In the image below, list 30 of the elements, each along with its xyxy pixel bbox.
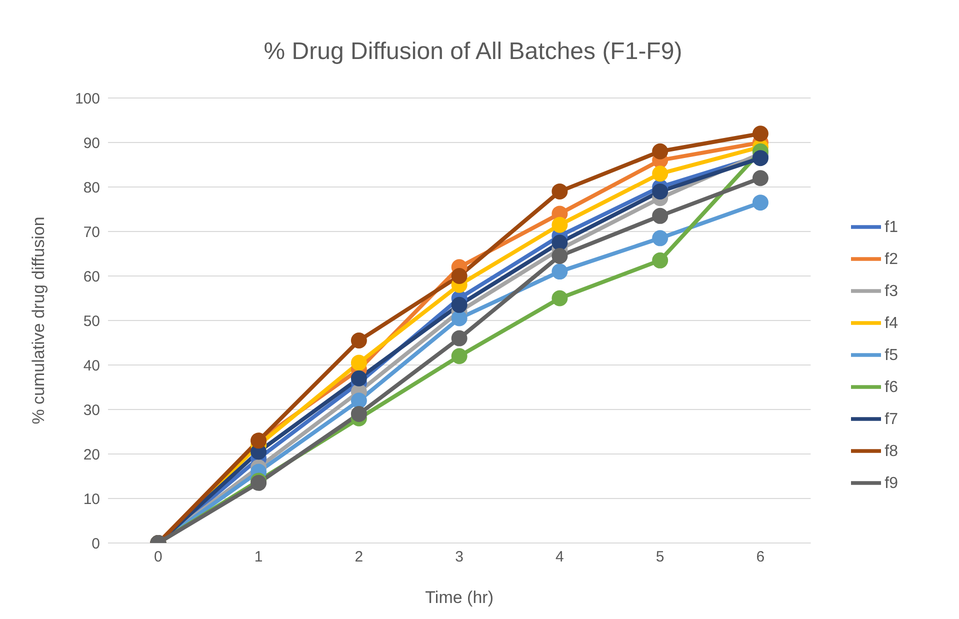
x-tick-label: 2 — [354, 548, 364, 566]
y-tick-label: 60 — [83, 268, 100, 286]
x-tick-label: 0 — [154, 548, 162, 566]
y-tick-label: 50 — [83, 312, 100, 330]
y-tick-label: 70 — [83, 224, 100, 241]
y-tick-label: 40 — [83, 357, 100, 374]
x-tick-label: 4 — [556, 548, 564, 566]
legend-label: f7 — [884, 410, 898, 428]
x-tick-label: 6 — [756, 548, 765, 566]
legend-label: f9 — [884, 474, 898, 492]
y-tick-label: 20 — [83, 446, 100, 464]
y-tick-label: 90 — [83, 134, 100, 152]
y-axis-title: % cumulative drug diffusion — [29, 216, 48, 424]
chart-title: % Drug Diffusion of All Batches (F1-F9) — [262, 37, 684, 67]
legend-label: f2 — [884, 250, 898, 268]
legend-label: f8 — [884, 442, 898, 460]
y-tick-label: 100 — [74, 90, 100, 108]
x-axis-title: Time (hr) — [425, 588, 494, 607]
y-tick-label: 0 — [92, 535, 100, 552]
legend-label: f3 — [884, 282, 898, 300]
legend-label: f1 — [884, 218, 898, 236]
x-tick-label: 1 — [254, 548, 263, 566]
x-tick-label: 3 — [455, 548, 464, 566]
y-tick-label: 10 — [83, 490, 100, 508]
legend-label: f6 — [884, 378, 898, 396]
legend-label: f4 — [884, 314, 898, 332]
legend-label: f5 — [884, 346, 898, 364]
y-tick-label: 80 — [83, 179, 100, 196]
x-tick-label: 5 — [656, 548, 664, 566]
y-tick-label: 30 — [83, 402, 100, 419]
